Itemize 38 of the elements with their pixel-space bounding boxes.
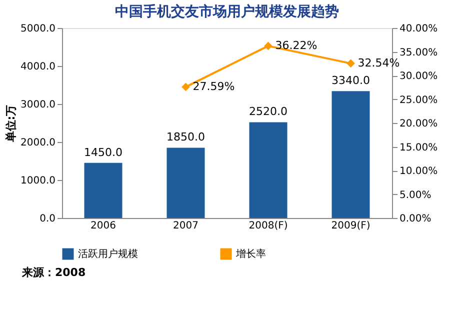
y-tick-label: 1000.0 <box>20 176 56 186</box>
point <box>346 59 355 68</box>
y-axis-title: 单位:万 <box>4 104 18 144</box>
data-label: 36.22% <box>275 38 318 52</box>
y2-tick-label: 5.00% <box>400 190 432 201</box>
y2-tick-label: 10.00% <box>400 166 438 177</box>
legend-label: 增长率 <box>235 248 266 260</box>
y2-tick-label: 25.00% <box>400 94 438 106</box>
point <box>182 82 190 92</box>
y2-tick-label: 15.00% <box>400 142 438 154</box>
data-label: 3340.0 <box>332 74 370 88</box>
y2-tick-label: 0.00% <box>400 214 432 224</box>
bar <box>249 122 288 218</box>
data-label: 1850.0 <box>166 130 205 144</box>
data-label: 32.54% <box>358 56 400 70</box>
y2-tick-label: 40.00% <box>400 24 438 34</box>
y-tick-label: 5000.0 <box>20 24 56 34</box>
x-tick-label: 2007 <box>173 220 198 232</box>
y2-tick-label: 35.00% <box>400 47 438 58</box>
y-tick-label: 3000.0 <box>20 100 56 110</box>
y-tick-label: 4000.0 <box>20 62 56 72</box>
legend-label: 活跃用户规模 <box>78 248 138 260</box>
y-tick-label: 2000.0 <box>20 138 56 148</box>
x-tick-label: 2009(F) <box>331 220 370 232</box>
y2-tick-label: 30.00% <box>400 71 438 82</box>
data-label: 1450.0 <box>84 146 122 159</box>
bar <box>166 148 205 218</box>
bar <box>332 91 370 218</box>
bar <box>84 162 122 218</box>
source-note: 来源：2008 <box>21 266 86 279</box>
x-tick-label: 2008(F) <box>248 220 288 232</box>
y-tick-label: 0.0 <box>40 214 56 224</box>
y2-tick-label: 20.00% <box>400 118 438 130</box>
chart-title: 中国手机交友市场用户规模发展趋势 <box>115 3 339 20</box>
x-tick-label: 2006 <box>90 220 116 232</box>
data-label: 2520.0 <box>249 105 288 118</box>
point <box>264 42 272 50</box>
data-label: 27.59% <box>192 80 235 93</box>
